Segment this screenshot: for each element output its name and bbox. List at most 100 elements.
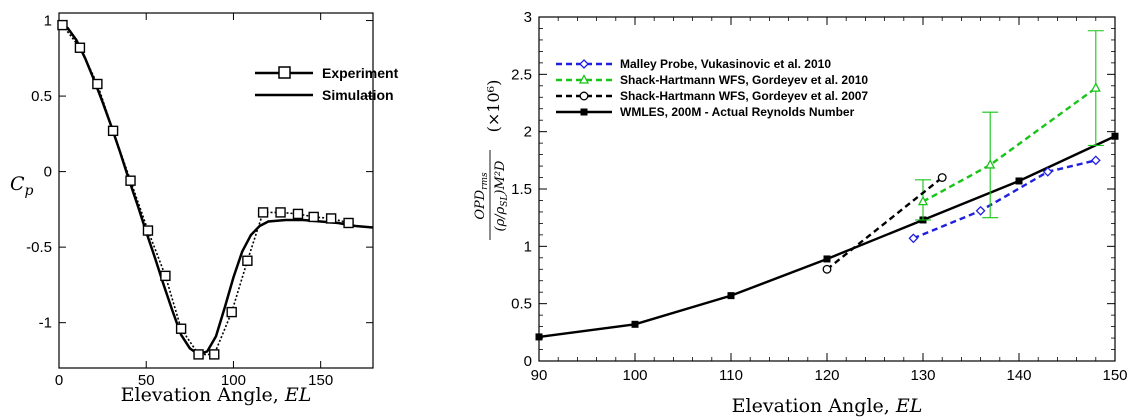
experiment-point xyxy=(226,306,237,318)
right-y-tick-label: 1.5 xyxy=(511,181,532,198)
shack-hartmann-2007-line xyxy=(826,176,943,271)
right-x-label-text: Elevation Angle, xyxy=(732,395,896,417)
legend-marker-shack-hartmann-2007 xyxy=(579,91,589,101)
left-y-tick-label: 0.5 xyxy=(31,88,52,105)
left-x-tick-label: 150 xyxy=(308,372,333,389)
right-y-den-tail: )M²D xyxy=(493,160,508,196)
experiment-point xyxy=(57,19,68,31)
legend-label-shack-hartmann-2010: Shack-Hartmann WFS, Gordeyev et al. 2010 xyxy=(620,73,868,87)
shack-hartmann-2007-point xyxy=(937,173,947,182)
experiment-point xyxy=(175,323,187,334)
experiment-point xyxy=(308,211,319,223)
right-y-tick-label: 0 xyxy=(524,353,532,370)
right-x-tick-label: 130 xyxy=(910,367,935,384)
left-chart: 0 50 100 150 1 0.5 0 -0.5 -1 Experiment Simulati… xyxy=(10,12,399,406)
wmles-point xyxy=(727,292,735,300)
experiment-point xyxy=(74,42,86,53)
shack-hartmann-2010-point xyxy=(985,159,996,169)
legend-marker-wmles xyxy=(580,108,588,116)
left-series-group xyxy=(57,19,374,360)
right-y-tick-label: 3 xyxy=(524,9,532,26)
experiment-point xyxy=(125,175,136,186)
right-x-tick-label: 140 xyxy=(1006,367,1031,384)
legend-marker-malley-probe xyxy=(579,59,589,69)
experiment-point xyxy=(292,208,304,220)
experiment-point xyxy=(107,125,119,137)
right-chart: 90 100 110 120 130 140 150 0 0.5 1 1.5 2 2.5 3 Malley… xyxy=(473,9,1128,417)
legend-label-experiment: Experiment xyxy=(322,65,399,81)
left-y-tick-label: 0 xyxy=(44,164,52,181)
experiment-point xyxy=(257,207,269,218)
right-x-tick-label: 100 xyxy=(622,367,647,384)
right-y-label-scale: (×10⁶) xyxy=(484,80,503,133)
left-y-tick-label: -0.5 xyxy=(26,239,52,256)
right-y-tick-label: 1 xyxy=(524,238,532,255)
legend-marker-experiment xyxy=(278,66,291,79)
experiment-point xyxy=(92,78,103,90)
malley-probe-point xyxy=(1042,166,1053,177)
right-y-tick-label: 2 xyxy=(524,124,532,141)
right-axis-ticks: 90 100 110 120 130 140 150 0 0.5 1 1.5 2 2.5 3 xyxy=(511,9,1127,384)
shack-hartmann-2010-point xyxy=(917,195,929,206)
right-y-tick-label: 2.5 xyxy=(511,66,532,83)
left-x-tick-label: 0 xyxy=(55,372,63,389)
malley-probe-point xyxy=(1090,155,1101,166)
shack-hartmann-2007-point xyxy=(822,264,832,274)
right-y-tick-label: 0.5 xyxy=(511,296,532,313)
malley-probe-line xyxy=(912,159,1097,240)
legend-label-shack-hartmann-2007: Shack-Hartmann WFS, Gordeyev et al. 2007 xyxy=(620,89,868,103)
left-x-tick-label: 100 xyxy=(221,372,246,389)
left-y-tick-label: 1 xyxy=(44,13,52,30)
wmles-point xyxy=(1111,132,1119,140)
wmles-point xyxy=(823,255,831,263)
malley-probe-point xyxy=(975,205,986,216)
experiment-point xyxy=(193,349,204,360)
wmles-line xyxy=(538,135,1116,339)
wmles-point xyxy=(631,320,639,328)
right-x-axis-label: Elevation Angle, EL xyxy=(732,395,923,417)
left-y-label-sub: p xyxy=(25,183,34,199)
right-legend: Malley Probe, Vukasinovic et al. 2010 Sha… xyxy=(556,57,868,119)
right-series-group xyxy=(535,30,1119,341)
left-y-label-main: C xyxy=(10,173,25,195)
wmles-point xyxy=(1015,177,1023,185)
right-y-den: (ρ/ρ xyxy=(493,206,508,231)
experiment-line xyxy=(61,24,349,356)
left-x-label-var: EL xyxy=(284,384,312,406)
left-y-tick-label: -1 xyxy=(39,315,52,332)
legend-label-wmles: WMLES, 200M - Actual Reynolds Number xyxy=(620,105,855,119)
legend-marker-shack-hartmann-2010 xyxy=(578,74,590,84)
left-x-tick-label: 50 xyxy=(138,372,155,389)
right-y-num-sub: rms xyxy=(480,172,490,190)
simulation-line xyxy=(58,23,374,356)
right-x-tick-label: 120 xyxy=(814,367,839,384)
right-x-tick-label: 150 xyxy=(1102,367,1127,384)
right-x-tick-label: 90 xyxy=(531,367,548,384)
left-x-axis-label: Elevation Angle, EL xyxy=(121,384,312,406)
left-axis-ticks: 0 50 100 150 1 0.5 0 -0.5 -1 xyxy=(26,13,373,389)
right-y-num: OPD xyxy=(473,189,488,219)
right-y-axis-label: OPDrms (ρ/ρSL)M²D (×10⁶) xyxy=(473,80,510,240)
right-y-den-sub: SL xyxy=(500,195,510,207)
left-plot-frame xyxy=(58,12,374,369)
shack-hartmann-2010-point xyxy=(1090,82,1101,92)
right-y-label-denominator: (ρ/ρSL)M²D xyxy=(493,160,510,232)
experiment-point xyxy=(242,255,253,266)
wmles-point xyxy=(535,333,543,341)
experiment-point xyxy=(209,349,220,360)
experiment-point xyxy=(160,270,171,282)
left-y-axis-label: Cp xyxy=(10,173,34,199)
malley-probe-point xyxy=(908,233,919,244)
right-x-tick-label: 110 xyxy=(719,367,743,384)
experiment-point xyxy=(142,225,154,236)
experiment-point xyxy=(325,213,337,224)
experiment-point xyxy=(275,207,286,218)
shack-hartmann-2010-line xyxy=(922,87,1097,203)
left-x-label-text: Elevation Angle, xyxy=(121,384,285,406)
right-x-label-var: EL xyxy=(895,395,923,417)
right-y-label-numerator: OPDrms xyxy=(473,172,490,220)
legend-label-malley-probe: Malley Probe, Vukasinovic et al. 2010 xyxy=(620,57,831,71)
legend-label-simulation: Simulation xyxy=(322,87,394,103)
left-legend: Experiment Simulation xyxy=(255,65,399,103)
